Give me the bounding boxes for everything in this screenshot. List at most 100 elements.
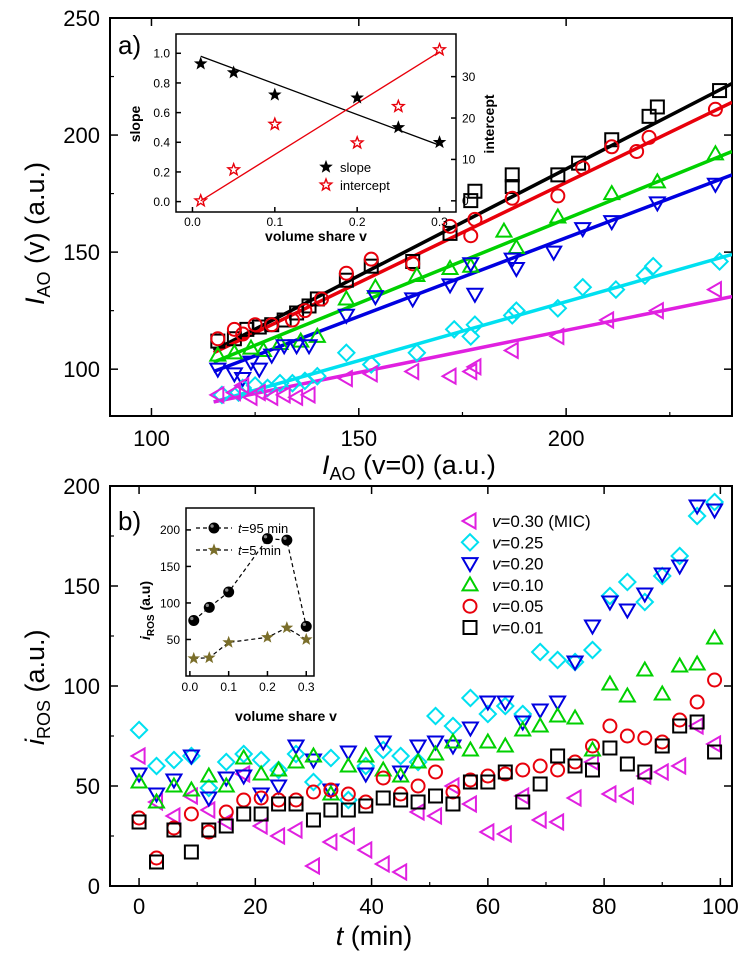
inset-a-fit-line	[200, 51, 440, 202]
inset-a-legend-label: slope	[340, 160, 371, 175]
panel-a-point	[235, 326, 251, 342]
panel-a-point	[575, 160, 591, 176]
panel-a-x-axis-label: IAO (v=0) (a.u.)	[322, 450, 496, 484]
panel-a-x-tick-label: 200	[548, 426, 585, 451]
panel-a-point	[241, 338, 261, 355]
panel-a-fit-line	[213, 149, 732, 364]
panel-b-point	[550, 762, 566, 778]
panel-b-point	[548, 695, 567, 712]
panel-b-x-tick-label: 60	[476, 894, 500, 919]
panel-a-point	[444, 319, 464, 339]
inset-a-legend-marker	[319, 159, 333, 173]
panel-b-point	[149, 850, 165, 866]
panel-a-points	[208, 83, 730, 407]
panel-b-point	[583, 740, 602, 757]
panel-b-point	[565, 708, 585, 725]
panel-b-point	[305, 784, 321, 800]
panel-b-point	[393, 792, 409, 808]
panel-a-y-tick-label: 200	[63, 123, 100, 148]
panel-a-point	[241, 388, 258, 407]
panel-a-y-tick-label: 250	[63, 6, 100, 31]
panel-a-point	[494, 221, 514, 238]
panel-b-point	[460, 688, 480, 708]
panel-b-point	[321, 832, 338, 852]
panel-b-legend-marker	[460, 557, 480, 574]
panel-b-point	[707, 672, 723, 688]
panel-a-fit-line	[213, 173, 732, 374]
panel-b-point	[672, 718, 688, 734]
inset-a-x-tick-label: 0.0	[184, 215, 201, 229]
panel-a-y-tick-label: 100	[63, 357, 100, 382]
panel-b-point	[323, 802, 339, 818]
panel-b-point	[408, 752, 428, 769]
panel-b-point	[251, 816, 268, 836]
panel-b-point	[582, 640, 603, 660]
panel-a-x-tick-label: 100	[133, 426, 170, 451]
panel-b-point	[530, 810, 547, 830]
panel-b-inset-frame	[185, 507, 315, 677]
panel-a-point	[573, 222, 592, 239]
panel-a-point	[284, 312, 300, 328]
panel-a-point	[208, 345, 228, 362]
panel-a-point	[629, 143, 645, 159]
panel-a-point	[233, 376, 250, 395]
panel-b-point	[234, 748, 253, 765]
panel-b-point	[550, 748, 566, 764]
panel-a-point	[648, 196, 667, 213]
panel-b-point	[617, 572, 637, 592]
panel-a-inset-frame	[175, 33, 457, 213]
panel-b-point	[286, 820, 303, 840]
panel-b-point	[339, 756, 358, 773]
panel-b-point	[271, 796, 287, 812]
panel-b-x-ticks: 0 20 40 60 80 100	[133, 486, 739, 919]
panel-b-point	[532, 776, 548, 792]
panel-b-point	[548, 812, 565, 832]
panel-a-point	[226, 321, 242, 337]
panel-b-point	[321, 784, 341, 801]
panel-a-point	[403, 292, 422, 309]
panel-a-point	[548, 327, 565, 346]
panel-b-point	[600, 784, 617, 804]
panel-b-point	[565, 788, 582, 808]
panel-b-point	[373, 740, 393, 760]
panel-b-point	[478, 732, 498, 749]
panel-b-point	[288, 796, 304, 812]
inset-a-right-ticks: 0 10 20 30	[451, 70, 476, 208]
inset-a-left-ticks: 0.0 0.2 0.4 0.6 0.8 1.0	[153, 47, 181, 209]
panel-a-point	[712, 83, 728, 99]
panel-a-point	[641, 129, 657, 145]
panel-a-point	[262, 348, 281, 365]
panel-a-point	[264, 317, 280, 333]
panel-b-point	[426, 744, 445, 761]
panel-a-point	[405, 256, 421, 272]
panel-b-legend-label: v=0.25	[492, 533, 544, 552]
inset-a-legend-marker	[318, 177, 334, 192]
panel-b-point	[269, 779, 288, 796]
inset-a-point	[350, 90, 364, 104]
panel-b-point	[635, 660, 655, 677]
panel-b-legend-marker	[460, 575, 480, 592]
panel-a-point	[467, 183, 483, 199]
inset-a-point	[431, 41, 448, 57]
ball-highlight	[190, 616, 194, 621]
panel-b-x-tick-label: 0	[133, 894, 145, 919]
panel-b-point	[600, 586, 620, 606]
panel-b-point	[303, 772, 323, 792]
panel-b-point	[461, 740, 480, 757]
panel-b-point	[600, 595, 620, 612]
panel-a-point	[463, 193, 479, 209]
panel-b-point	[689, 714, 705, 730]
panel-b-points	[129, 492, 725, 882]
panel-b-point	[670, 756, 687, 776]
panel-b-point	[617, 786, 634, 806]
panel-b-point	[515, 794, 531, 810]
panel-a-point	[604, 139, 620, 155]
panel-b-legend-marker	[460, 532, 480, 552]
inset-a-right-axis-label: intercept	[481, 94, 497, 153]
panel-a-point	[270, 373, 290, 393]
panel-b-point	[513, 720, 532, 737]
panel-b-point	[321, 748, 341, 768]
panel-b-point	[217, 776, 236, 793]
